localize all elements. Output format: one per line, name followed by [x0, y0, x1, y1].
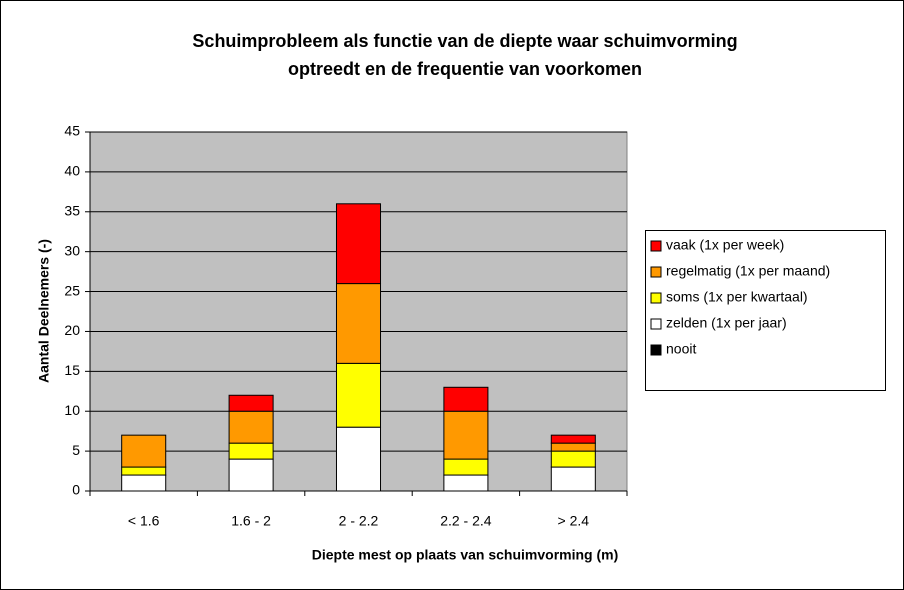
- bar-segment: [121, 434, 167, 468]
- legend-swatch: [650, 318, 662, 330]
- legend-swatch: [650, 266, 662, 278]
- y-tick-label: 35: [64, 202, 80, 218]
- x-tick-label: > 2.4: [558, 513, 590, 529]
- x-tick-label: 2 - 2.2: [339, 513, 379, 529]
- chart-title: optreedt en de frequentie van voorkomen: [288, 59, 642, 79]
- x-tick-label: 2.2 - 2.4: [440, 513, 492, 529]
- bar-segment: [550, 466, 596, 492]
- bar-segment: [550, 442, 596, 452]
- x-axis-title: Diepte mest op plaats van schuimvorming …: [312, 547, 619, 563]
- bar-segment: [443, 458, 489, 476]
- bar-segment: [550, 434, 596, 444]
- legend-swatch: [650, 240, 662, 252]
- bar-segment: [443, 410, 489, 460]
- y-tick-label: 15: [64, 362, 80, 378]
- legend-swatch: [650, 292, 662, 304]
- legend-label: soms (1x per kwartaal): [666, 289, 808, 305]
- bar-segment: [335, 283, 382, 364]
- bar-segment: [443, 386, 489, 412]
- y-tick-label: 30: [64, 242, 80, 258]
- y-tick-label: 20: [64, 322, 80, 338]
- x-tick-label: 1.6 - 2: [231, 513, 271, 529]
- y-tick-label: 25: [64, 282, 80, 298]
- bar-segment: [443, 474, 489, 492]
- y-tick-label: 0: [72, 482, 80, 498]
- legend-box: [645, 230, 886, 391]
- legend-label: vaak (1x per week): [666, 237, 784, 253]
- bar-segment: [335, 426, 382, 492]
- legend-label: nooit: [666, 341, 696, 357]
- legend-swatch: [650, 344, 662, 356]
- bar-segment: [121, 474, 167, 492]
- bar-segment: [121, 466, 167, 476]
- bar-segment: [228, 458, 274, 492]
- legend-label: zelden (1x per jaar): [666, 315, 787, 331]
- y-tick-label: 10: [64, 402, 80, 418]
- y-tick-label: 40: [64, 163, 80, 179]
- y-tick-label: 5: [72, 442, 80, 458]
- chart-title: Schuimprobleem als functie van de diepte…: [192, 31, 737, 51]
- legend-label: regelmatig (1x per maand): [666, 263, 830, 279]
- y-axis-title: Aantal Deelnemers (-): [36, 239, 52, 383]
- bar-segment: [550, 450, 596, 468]
- bar-segment: [335, 362, 382, 428]
- x-tick-label: < 1.6: [128, 513, 160, 529]
- bar-segment: [228, 410, 274, 444]
- bar-segment: [228, 394, 274, 412]
- y-tick-label: 45: [64, 123, 80, 139]
- bar-segment: [228, 442, 274, 460]
- bar-segment: [335, 203, 382, 285]
